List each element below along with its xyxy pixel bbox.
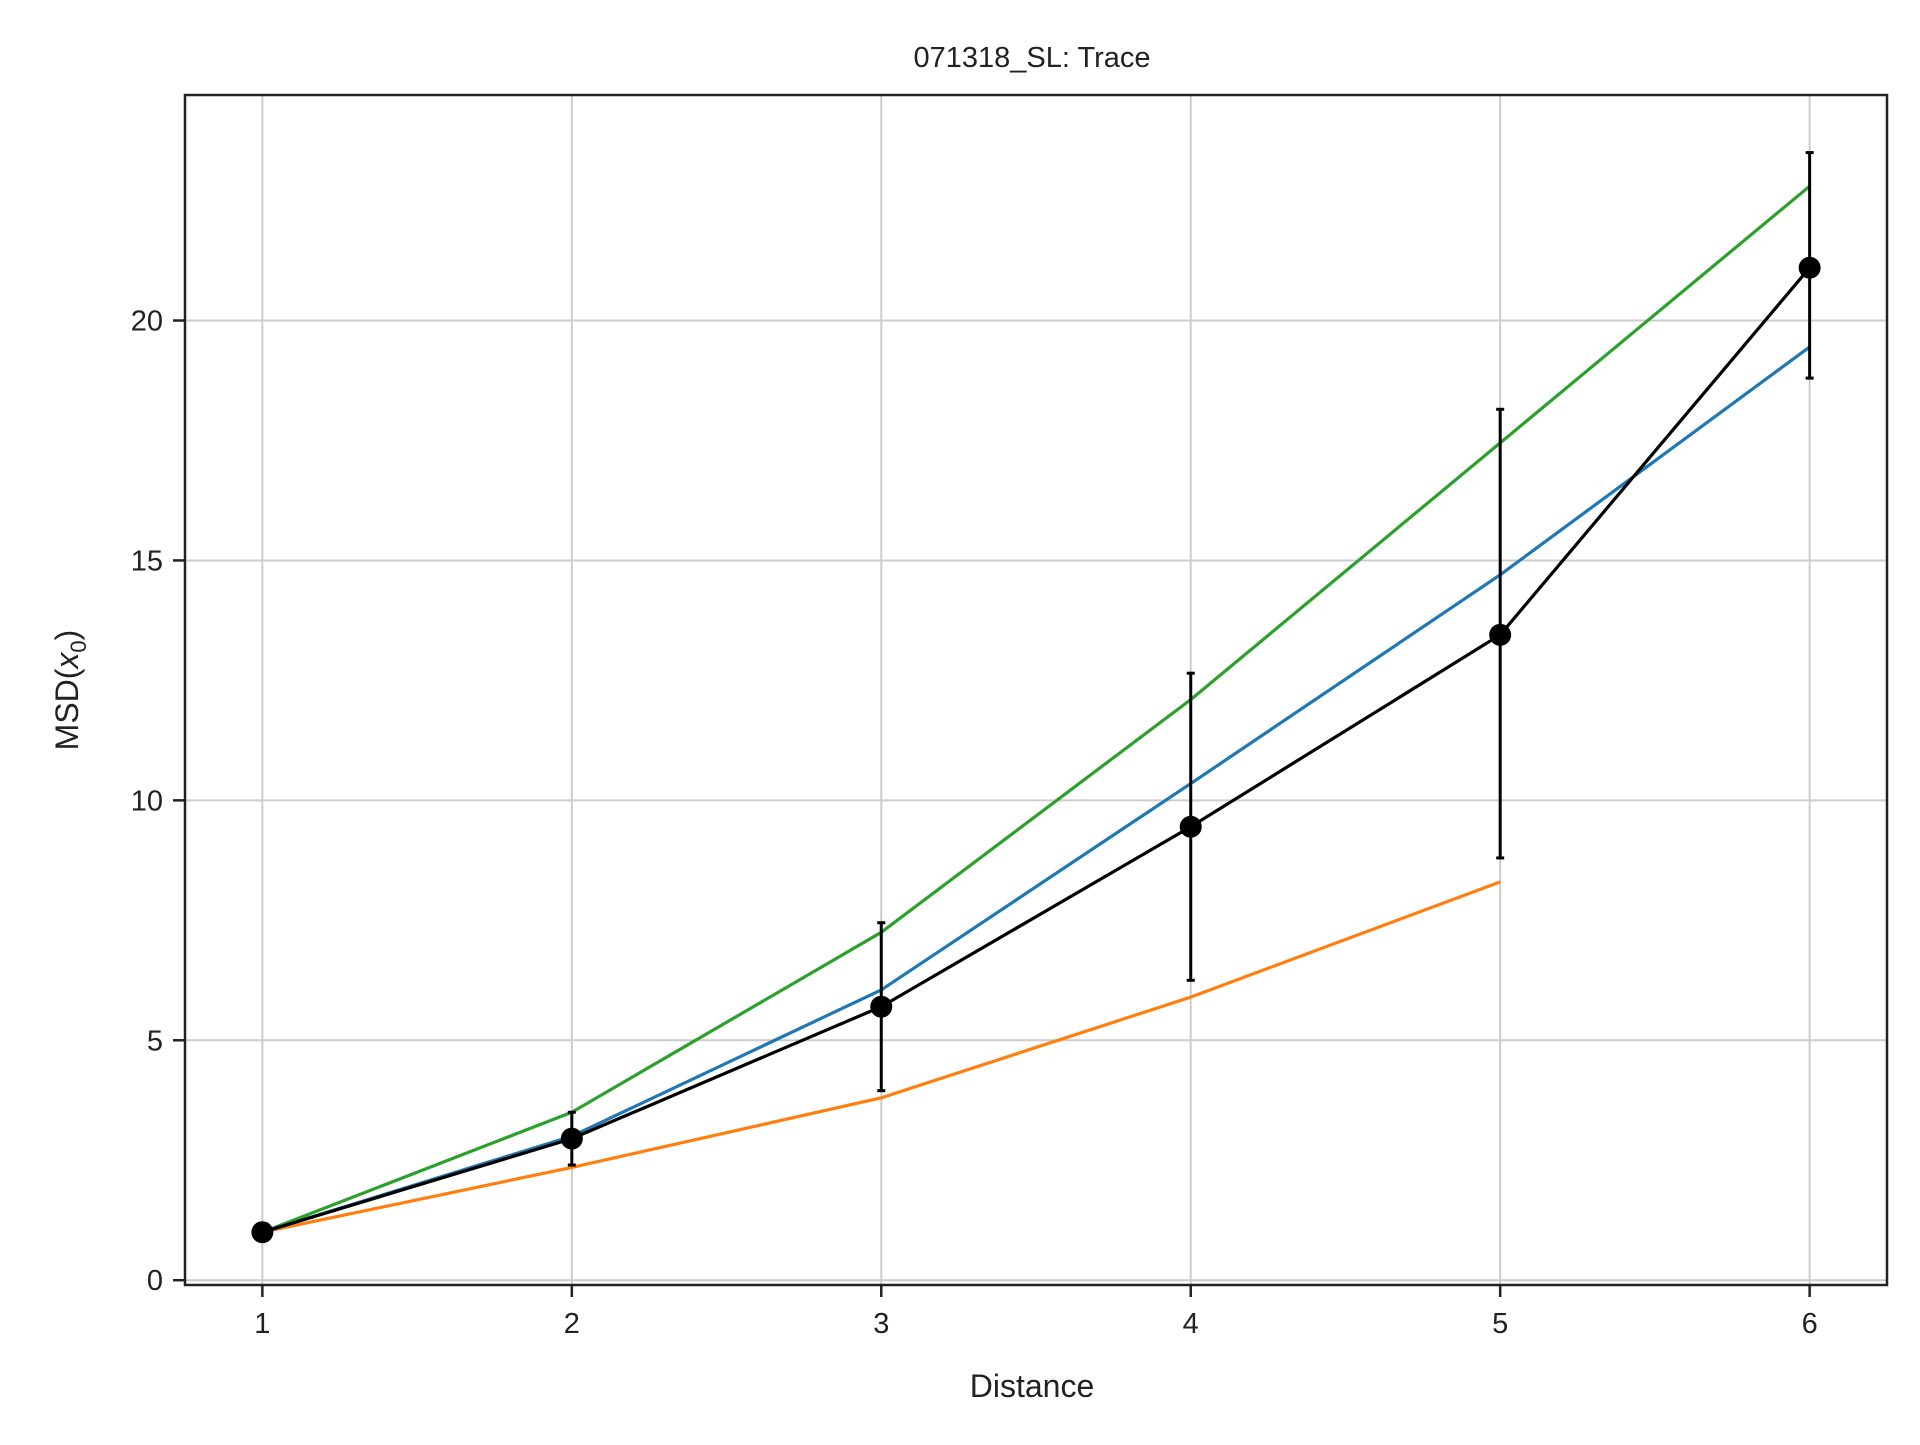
data-point <box>251 1221 274 1244</box>
grid <box>185 95 1887 1285</box>
series-line-0 <box>261 345 1811 1234</box>
chart-title: 071318_SL: Trace <box>913 42 1150 74</box>
data-point <box>870 995 893 1018</box>
y-axis-label-subscript: 0 <box>66 640 91 652</box>
x-tick-label: 5 <box>1492 1308 1508 1340</box>
y-tick-label: 5 <box>147 1025 163 1057</box>
y-tick-label: 0 <box>147 1265 163 1297</box>
y-axis-label-main: MSD( <box>49 668 85 750</box>
plot-frame <box>183 93 1889 1287</box>
x-tick-label: 6 <box>1802 1308 1818 1340</box>
data-point <box>560 1127 583 1150</box>
data-point <box>1489 623 1512 646</box>
series-line-3 <box>261 266 1811 1234</box>
y-axis-label-close: ) <box>49 630 85 641</box>
axis-ticks: 1 2 3 4 5 6 0 5 10 15 20 <box>131 306 1818 1340</box>
y-axis-label: MSD(x0) <box>49 630 91 751</box>
data-point <box>1798 256 1821 279</box>
series-line-1 <box>262 880 1501 1234</box>
y-axis-label-variable: x <box>49 652 85 671</box>
x-tick-label: 3 <box>873 1308 889 1340</box>
x-tick-label: 4 <box>1183 1308 1199 1340</box>
x-tick-label: 2 <box>564 1308 580 1340</box>
series-line-2 <box>261 184 1811 1234</box>
y-tick-label: 15 <box>131 545 163 577</box>
data-point <box>1179 815 1202 838</box>
y-tick-label: 20 <box>131 306 163 338</box>
y-tick-label: 10 <box>131 785 163 817</box>
series-layer <box>251 151 1821 1244</box>
x-tick-label: 1 <box>254 1308 270 1340</box>
x-axis-label: Distance <box>970 1368 1095 1404</box>
